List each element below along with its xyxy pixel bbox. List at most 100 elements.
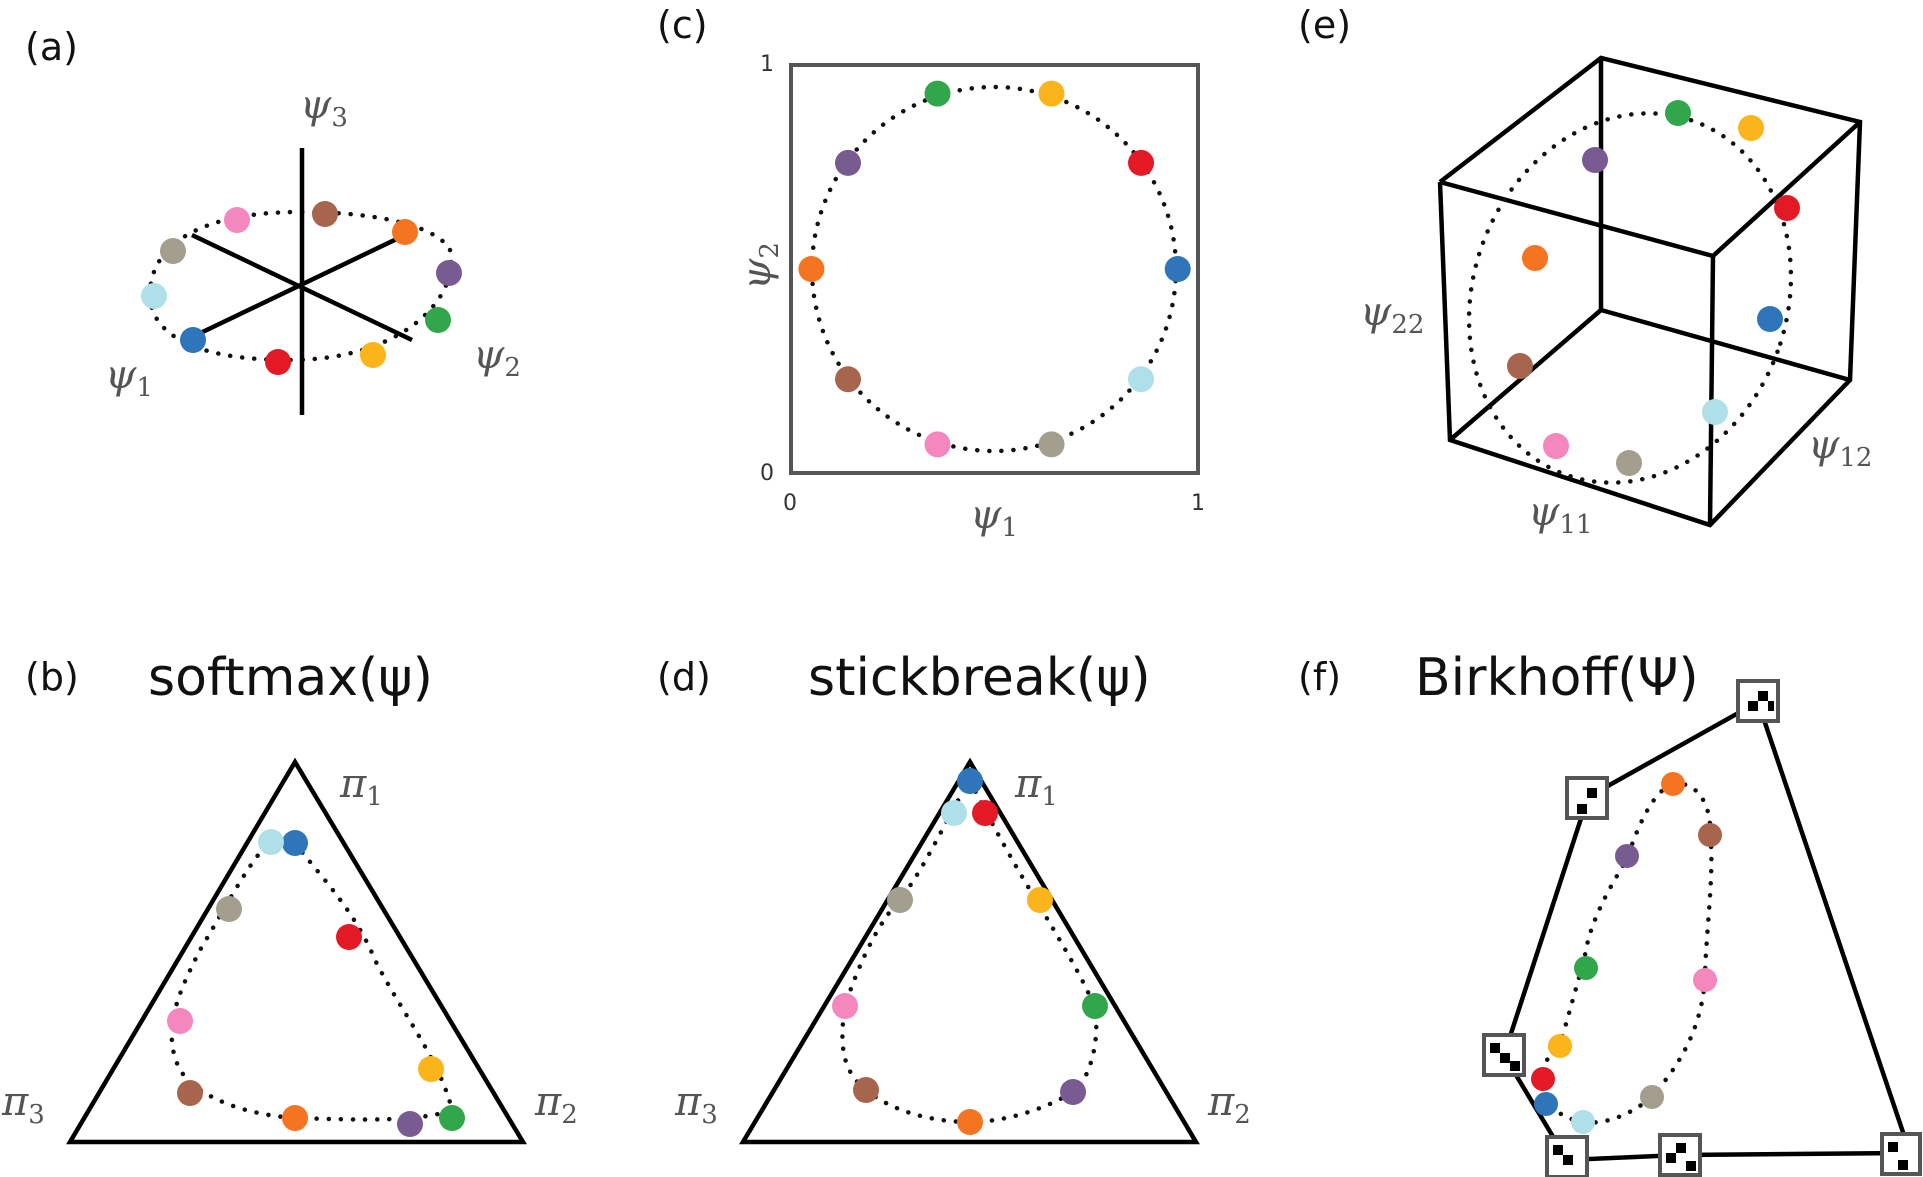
panel-c-point: [835, 149, 861, 176]
permutation-matrix-icon: [1658, 1133, 1702, 1177]
panel-c-xtick-0: 0: [783, 491, 797, 516]
panel-b: (b) softmax(ψ) π1 π2 π3: [1, 648, 578, 1145]
panel-b-point: [177, 1080, 203, 1106]
panel-d-point: [1082, 993, 1108, 1019]
panel-d: (d) stickbreak(ψ) π1 π2 π3: [657, 648, 1251, 1145]
panel-e-point: [1665, 100, 1691, 126]
panel-c-xtick-1: 1: [1191, 491, 1205, 516]
panel-a-axis-label-psi3: ψ3: [300, 82, 348, 133]
panel-d-point: [853, 1077, 879, 1103]
panel-e-point: [1738, 115, 1764, 141]
panel-d-vertex-pi3: π3: [674, 1079, 718, 1130]
panel-d-point: [1060, 1079, 1086, 1105]
panel-e-cube: [1437, 55, 1863, 528]
panel-a-point: [392, 219, 418, 245]
panel-c-point: [798, 256, 825, 282]
panel-e-point: [1702, 399, 1728, 425]
panel-a-points: [141, 201, 462, 375]
panel-c-point: [924, 431, 951, 458]
permutation-matrix-icon: [1482, 1033, 1526, 1077]
panel-d-point: [972, 800, 998, 826]
panel-c-label: (c): [657, 3, 708, 47]
panel-c-point: [1038, 431, 1065, 458]
panel-f-permutation-matrices: [1482, 679, 1922, 1177]
panel-a-point: [160, 238, 186, 264]
panel-f-point: [1548, 1034, 1572, 1058]
panel-b-label: (b): [25, 655, 79, 699]
panel-b-simplex: [66, 757, 527, 1145]
panel-e: (e) ψ22 ψ12 ψ11: [1298, 3, 1872, 540]
panel-e-axis-label-psi12: ψ12: [1808, 422, 1872, 473]
panel-d-point: [957, 1109, 983, 1135]
panel-f-point: [1531, 1067, 1555, 1091]
panel-f-trajectory: [1543, 781, 1714, 1125]
panel-f-point: [1698, 823, 1722, 847]
panel-f-point: [1571, 1110, 1595, 1134]
panel-b-point: [418, 1056, 444, 1082]
panel-f-point: [1693, 968, 1717, 992]
panel-b-vertex-pi2: π2: [534, 1079, 578, 1130]
panel-b-point: [258, 829, 284, 855]
panel-e-points: [1507, 100, 1800, 476]
panel-d-point: [832, 993, 858, 1019]
panel-e-trajectory: [1466, 111, 1794, 485]
permutation-matrix-icon: [1736, 679, 1780, 723]
panel-b-title: softmax(ψ): [148, 648, 433, 708]
panel-e-axis-label-psi11: ψ11: [1528, 489, 1592, 540]
panel-a-point: [436, 260, 462, 286]
panel-e-point: [1774, 195, 1800, 221]
panel-a-point: [180, 327, 206, 353]
panel-d-point: [941, 800, 967, 826]
panel-e-label: (e): [1298, 3, 1351, 47]
panel-a-point: [425, 307, 451, 333]
panel-d-vertex-pi1: π1: [1014, 761, 1058, 812]
permutation-matrix-icon: [1545, 1135, 1589, 1177]
panel-d-trajectory: [840, 778, 1099, 1125]
panel-d-point: [957, 768, 983, 794]
panel-f-point: [1534, 1092, 1558, 1116]
panel-a-point: [360, 342, 386, 368]
panel-b-vertex-pi1: π1: [339, 761, 383, 812]
panel-d-vertex-pi2: π2: [1207, 1079, 1251, 1130]
panel-d-points: [832, 768, 1108, 1135]
panel-e-point: [1582, 147, 1608, 173]
panel-e-axis-label-psi22: ψ22: [1360, 289, 1424, 340]
panel-b-trajectory: [169, 837, 455, 1122]
panel-d-simplex: [739, 757, 1200, 1145]
panel-a-point: [141, 283, 167, 309]
panel-a-axes: [189, 148, 413, 415]
panel-d-point: [887, 887, 913, 913]
panel-c-plot-frame: [789, 63, 1200, 475]
panel-f-points: [1531, 772, 1722, 1134]
panel-a-axis-label-psi2: ψ2: [473, 332, 521, 383]
panel-b-point: [282, 830, 308, 856]
panel-f-point: [1574, 956, 1598, 980]
panel-a-point: [265, 349, 291, 375]
panel-e-point: [1757, 306, 1783, 332]
panel-c-point: [924, 80, 951, 107]
panel-e-point: [1616, 450, 1642, 476]
panel-c-point: [1128, 149, 1154, 176]
panel-f-label: (f): [1298, 655, 1341, 699]
panel-e-point: [1522, 245, 1548, 271]
panel-f-point: [1661, 772, 1685, 796]
panel-c-points: [798, 80, 1191, 458]
panel-a-label: (a): [25, 25, 78, 69]
panel-c-point: [1128, 366, 1154, 393]
panel-c-point: [835, 366, 861, 393]
panel-c-ylabel: ψ2: [734, 242, 785, 290]
panel-f: (f) Birkhoff(Ψ): [1298, 648, 1922, 1177]
panel-b-point: [282, 1105, 308, 1131]
panel-d-label: (d): [657, 655, 711, 699]
panel-b-point: [216, 896, 242, 922]
panel-b-points: [167, 829, 465, 1137]
panel-f-point: [1640, 1085, 1664, 1109]
panel-a-point: [312, 201, 338, 227]
panel-a-axis-label-psi1: ψ1: [105, 352, 153, 403]
panel-c-trajectory: [809, 84, 1179, 454]
panel-c-point: [1038, 80, 1065, 107]
panel-f-point: [1615, 844, 1639, 868]
panel-d-title: stickbreak(ψ): [808, 648, 1151, 708]
panel-e-point: [1543, 433, 1569, 459]
